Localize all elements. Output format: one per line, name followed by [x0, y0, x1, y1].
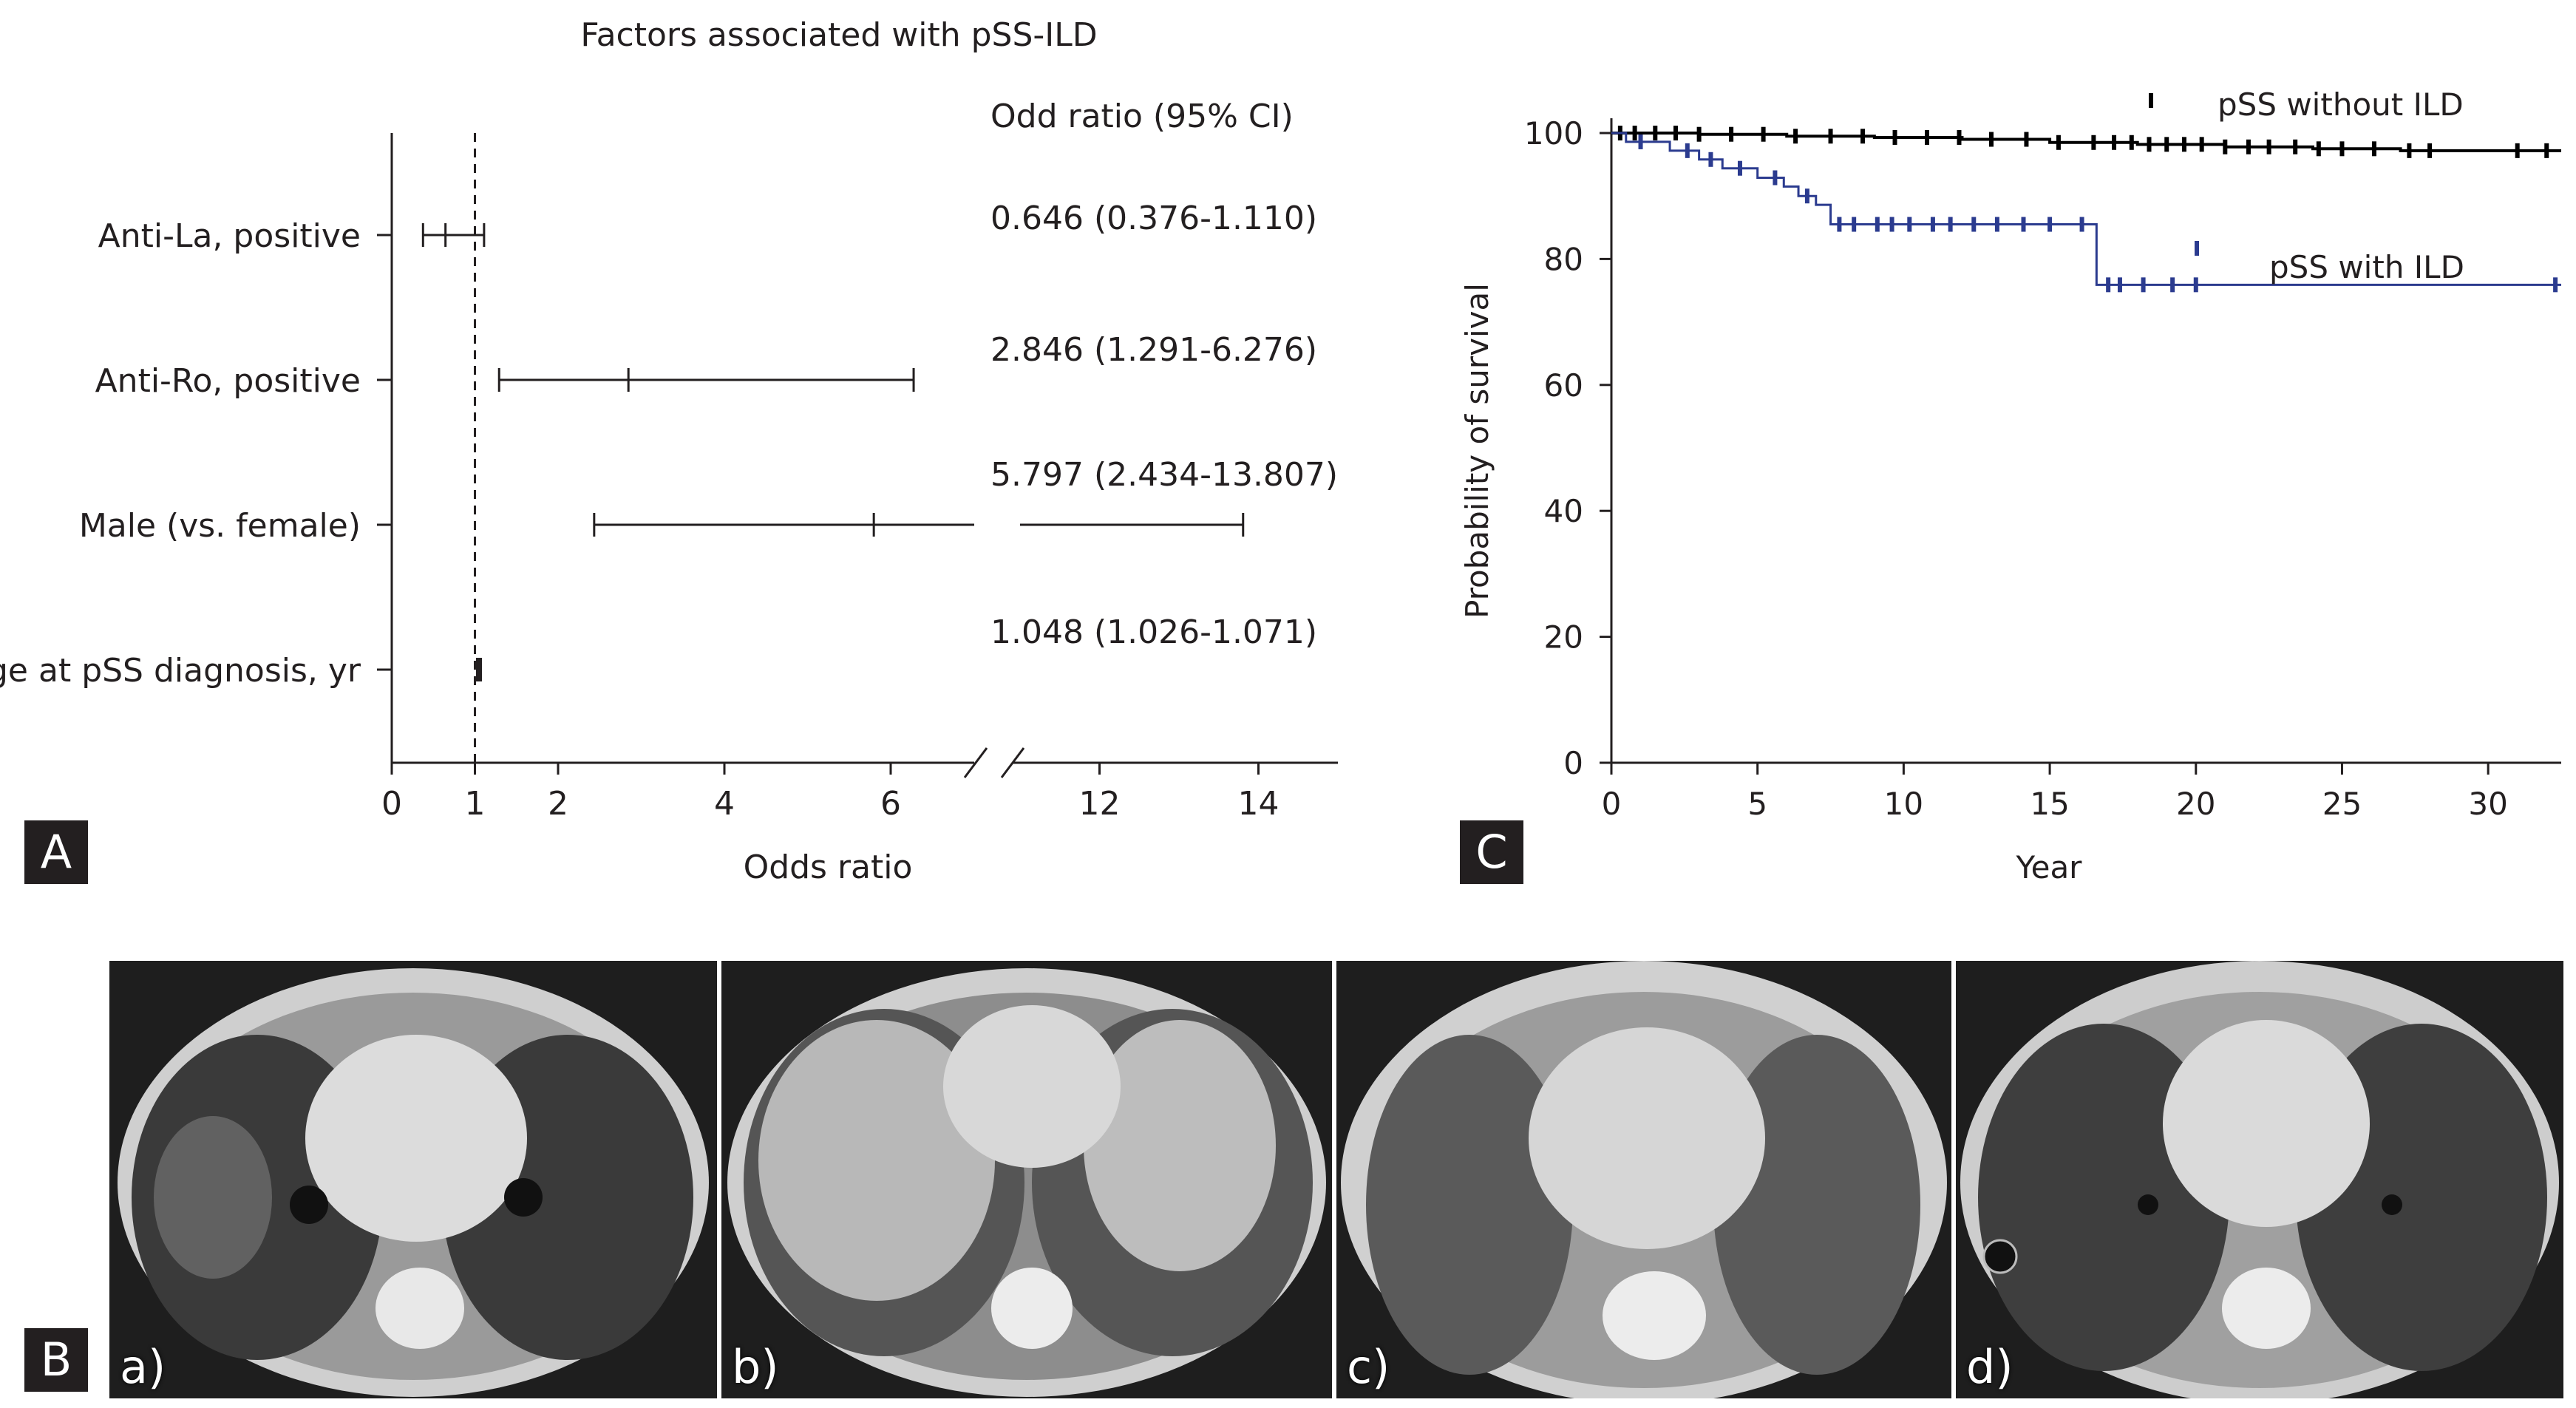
forest-x-tick-label: 0 [381, 785, 402, 823]
ct-image-d: d) [1956, 961, 2563, 1398]
forest-x-tick-label: 6 [880, 785, 901, 823]
survival-y-axis-label: Probability of survival [1459, 283, 1495, 619]
forest-axis-break-mark [1000, 747, 1025, 778]
forest-or-value: 1.048 (1.026-1.071) [990, 613, 1317, 651]
survival-x-tick-label: 5 [1747, 786, 1767, 822]
survival-y-tick-label: 80 [1544, 241, 1583, 277]
forest-axes: 0 1 2 4 6 12 14 [381, 133, 1338, 823]
ct-image-b: b) [721, 961, 1332, 1398]
survival-plot: 0 20 40 60 80 100 0 5 10 15 20 25 30 pSS without ILD… [1459, 86, 2561, 885]
survival-x-tick-label: 15 [2030, 786, 2069, 822]
forest-x-tick-label: 14 [1238, 785, 1279, 823]
forest-x-tick-label: 1 [465, 785, 486, 823]
forest-plot: Factors associated with pSS-ILD Odd rati… [0, 16, 1338, 886]
survival-series [1611, 93, 2561, 293]
survival-axes: 0 20 40 60 80 100 0 5 10 15 20 25 30 [1524, 115, 2561, 822]
forest-title: Factors associated with pSS-ILD [580, 16, 1097, 54]
forest-x-axis-label: Odds ratio [744, 848, 913, 886]
forest-row-label: Age at pSS diagnosis, yr [0, 652, 361, 690]
survival-x-tick-label: 20 [2176, 786, 2215, 822]
panel-c-badge: C [1460, 820, 1523, 884]
survival-curve-without-ild [1611, 132, 2561, 152]
forest-row-label: Anti-La, positive [98, 217, 361, 255]
ct-label-c: c) [1347, 1340, 1390, 1394]
survival-y-tick-label: 40 [1544, 493, 1583, 529]
forest-x-tick-label: 4 [714, 785, 735, 823]
ct-image-a: a) [109, 961, 717, 1398]
survival-y-tick-label: 0 [1563, 745, 1583, 781]
survival-x-tick-label: 0 [1602, 786, 1622, 822]
forest-or-value: 0.646 (0.376-1.110) [990, 200, 1317, 237]
panel-a-badge: A [24, 820, 88, 884]
survival-y-tick-label: 60 [1544, 367, 1583, 404]
forest-row-label: Anti-Ro, positive [95, 362, 361, 400]
survival-legend-without-ild: pSS without ILD [2218, 86, 2464, 123]
ct-image-d-drawing [1956, 961, 2563, 1398]
ct-label-b: b) [732, 1340, 779, 1394]
survival-y-tick-label: 100 [1524, 115, 1583, 152]
ct-label-a: a) [120, 1340, 166, 1394]
ct-image-c: c) [1336, 961, 1951, 1398]
forest-x-tick-label: 2 [548, 785, 568, 823]
forest-row-label: Male (vs. female) [79, 507, 361, 545]
survival-x-axis-label: Year [2016, 849, 2083, 885]
ct-image-a-drawing [109, 961, 717, 1398]
survival-y-tick-label: 20 [1544, 619, 1583, 656]
forest-or-value: 5.797 (2.434-13.807) [990, 456, 1338, 494]
ct-label-d: d) [1966, 1340, 2013, 1394]
forest-column-header: Odd ratio (95% CI) [990, 98, 1294, 135]
survival-x-tick-label: 10 [1884, 786, 1923, 822]
panel-b-badge: B [24, 1328, 88, 1392]
survival-legend-with-ild: pSS with ILD [2269, 249, 2464, 285]
forest-or-value: 2.846 (1.291-6.276) [990, 331, 1317, 369]
forest-x-tick-label: 12 [1079, 785, 1121, 823]
survival-x-tick-label: 30 [2468, 786, 2507, 822]
survival-x-tick-label: 25 [2322, 786, 2362, 822]
ct-image-c-drawing [1336, 961, 1951, 1398]
survival-curve-with-ild [1611, 132, 2561, 286]
ct-image-b-drawing [721, 961, 1332, 1398]
forest-axis-break-mark [963, 747, 988, 778]
forest-rows: Anti-La, positive 0.646 (0.376-1.110) Anti… [0, 200, 1338, 690]
